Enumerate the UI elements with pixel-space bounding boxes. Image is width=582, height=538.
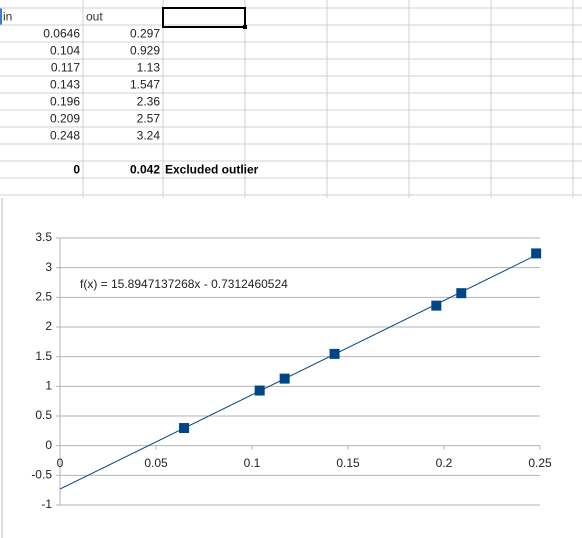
y-tick-label: -1	[41, 497, 52, 511]
y-tick-label: -0.5	[31, 468, 52, 482]
cell: 0.929	[130, 44, 160, 58]
cell: 0.196	[50, 95, 80, 109]
point	[456, 288, 467, 299]
cell: Excluded outlier	[165, 163, 259, 177]
x-tick-label: 0.25	[528, 456, 552, 470]
cell: 2.57	[137, 112, 161, 126]
cell: 0	[73, 163, 80, 177]
cursor-marker	[0, 8, 2, 25]
y-tick-label: 1.5	[35, 349, 52, 363]
y-tick-label: 3.5	[35, 230, 52, 244]
x-tick-label: 0.05	[144, 456, 168, 470]
y-tick-label: 1	[45, 379, 52, 393]
x-tick-label: 0.2	[436, 456, 453, 470]
header-cell: in	[3, 10, 12, 24]
cell: 0.143	[50, 78, 80, 92]
cell: 1.547	[130, 78, 160, 92]
cell: 0.042	[130, 163, 160, 177]
cell: 0.0646	[43, 27, 80, 41]
y-tick-label: 0.5	[35, 408, 52, 422]
selected-cell[interactable]	[162, 7, 246, 28]
y-tick-label: 3	[45, 260, 52, 274]
point	[279, 373, 290, 384]
x-tick-label: 0.1	[244, 456, 261, 470]
point	[254, 385, 265, 396]
cell: 0.209	[50, 112, 80, 126]
cell: 1.13	[137, 61, 161, 75]
fill-handle	[243, 25, 247, 29]
point	[531, 248, 542, 259]
x-tick-label: 0	[57, 456, 64, 470]
x-tick-label: 0.15	[336, 456, 360, 470]
cell: 0.297	[130, 27, 160, 41]
y-tick-label: 2.5	[35, 290, 52, 304]
point	[329, 348, 340, 359]
y-tick-label: 0	[45, 438, 52, 452]
y-tick-label: 2	[45, 319, 52, 333]
cell: 3.24	[137, 129, 161, 143]
point	[431, 300, 442, 311]
chart-area	[2, 198, 576, 538]
trendline-equation: f(x) = 15.8947137268x - 0.7312460524	[80, 277, 288, 291]
cell: 0.117	[51, 61, 80, 75]
cell: 0.248	[50, 129, 80, 143]
cell: 0.104	[50, 44, 80, 58]
cell: 2.36	[137, 95, 161, 109]
header-cell: out	[86, 10, 103, 24]
point	[179, 423, 190, 434]
